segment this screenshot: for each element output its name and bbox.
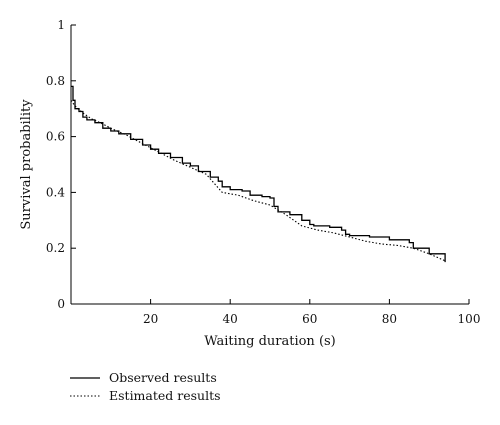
x-tick-label: 40 [223,312,238,326]
x-axis-title: Waiting duration (s) [204,334,336,349]
y-tick-label: 0 [57,297,65,311]
y-tick-label: 0.6 [46,130,65,144]
y-ticks: 0 0.2 0.4 0.6 0.8 1 [46,18,76,311]
series-line-observed [71,85,446,263]
y-tick-label: 0.8 [46,74,65,88]
legend-label-observed: Observed results [109,370,217,385]
y-tick-label: 1 [57,18,65,32]
y-axis-title: Survival probability [19,99,34,230]
x-ticks: 20 40 60 80 100 [143,299,480,326]
x-tick-label: 60 [302,312,317,326]
series-line-estimated [70,99,446,262]
legend: Observed results Estimated results [70,370,221,403]
axes [70,25,469,305]
x-tick-label: 20 [143,312,158,326]
y-tick-label: 0.2 [46,241,65,255]
legend-label-estimated: Estimated results [109,388,221,403]
y-tick-label: 0.4 [46,185,65,199]
x-tick-label: 100 [458,312,481,326]
series-layer [70,85,446,263]
x-tick-label: 80 [382,312,397,326]
